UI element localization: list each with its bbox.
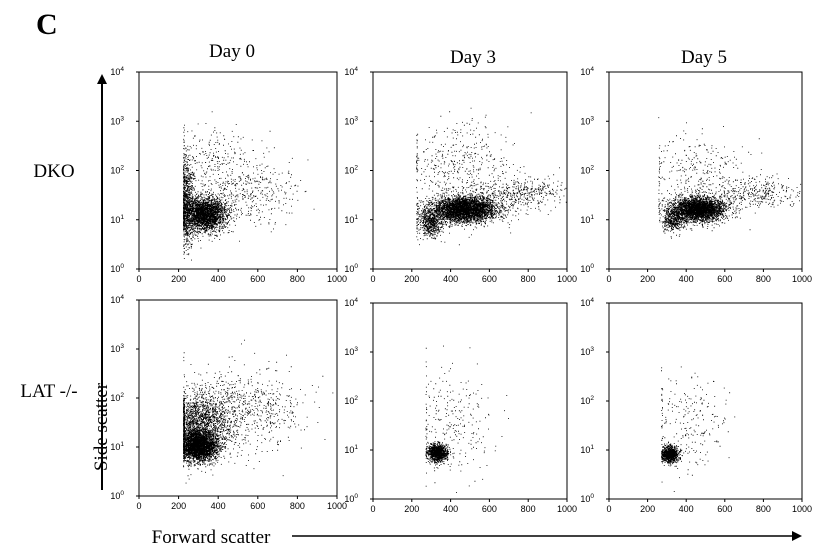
x-tick-label: 200 [171,501,186,511]
scatter-points [425,345,509,493]
column-title-day0: Day 0 [209,41,255,62]
x-tick-label: 1000 [557,274,577,284]
x-tick-label: 400 [211,274,226,284]
x-tick-label: 600 [250,274,265,284]
y-tick-label: 101 [110,214,124,225]
y-tick-label: 102 [110,165,124,176]
x-tick-label: 800 [756,504,771,514]
y-tick-label: 101 [344,444,358,455]
x-tick-label: 1000 [792,504,812,514]
y-tick-label: 103 [580,346,594,357]
y-tick-label: 103 [110,343,124,354]
y-tick-label: 104 [344,66,358,77]
row-label-lat: LAT -/- [20,381,77,402]
y-tick-label: 102 [344,165,358,176]
scatter-points [183,111,315,261]
x-tick-label: 0 [606,274,611,284]
y-tick-label: 102 [344,395,358,406]
column-title-day5: Day 5 [681,47,727,68]
scatter-panel: 0 200 400 600 800 1000 100 101 102 103 104 [344,66,577,284]
y-tick-label: 100 [344,493,358,504]
plot-frame [372,302,568,500]
x-tick-label: 800 [290,274,305,284]
scatter-points [183,339,334,484]
x-tick-label: 0 [606,504,611,514]
scatter-points [416,107,567,246]
plot-frame [138,299,338,497]
y-tick-label: 100 [580,493,594,504]
x-tick-label: 200 [404,274,419,284]
x-tick-label: 200 [640,274,655,284]
x-tick-label: 800 [521,504,536,514]
x-tick-label: 800 [756,274,771,284]
y-tick-label: 103 [344,115,358,126]
x-tick-label: 400 [443,274,458,284]
scatter-points [658,117,802,239]
x-tick-label: 200 [171,274,186,284]
x-tick-label: 1000 [327,501,347,511]
scatter-panel: 0 200 400 600 800 1000 100 101 102 103 104 [110,66,347,284]
y-tick-label: 104 [110,66,124,77]
y-tick-label: 104 [580,66,594,77]
column-title-day3: Day 3 [450,47,496,68]
x-tick-label: 0 [370,504,375,514]
x-axis-title: Forward scatter [152,527,271,548]
x-tick-label: 1000 [557,504,577,514]
y-tick-label: 100 [110,490,124,501]
x-tick-label: 200 [404,504,419,514]
x-tick-label: 400 [443,504,458,514]
scatter-points [661,366,736,492]
y-tick-label: 101 [110,441,124,452]
x-tick-label: 0 [370,274,375,284]
x-tick-label: 600 [717,274,732,284]
scatter-panel: 0 200 400 600 800 1000 100 101 102 103 104 [580,297,812,514]
scatter-panel: 0 200 400 600 800 1000 100 101 102 103 104 [110,294,347,511]
x-tick-label: 400 [679,504,694,514]
y-tick-label: 100 [344,263,358,274]
x-tick-label: 800 [290,501,305,511]
y-tick-label: 104 [344,297,358,308]
x-tick-label: 200 [640,504,655,514]
panel-letter: C [36,8,58,41]
y-tick-label: 103 [580,115,594,126]
y-tick-label: 101 [344,214,358,225]
y-tick-label: 104 [580,297,594,308]
y-tick-label: 103 [110,115,124,126]
x-tick-label: 600 [482,274,497,284]
y-tick-label: 102 [580,395,594,406]
x-tick-label: 400 [211,501,226,511]
scatter-panel: 0 200 400 600 800 1000 100 101 102 103 104 [344,297,577,514]
y-tick-label: 103 [344,346,358,357]
x-tick-label: 600 [717,504,732,514]
y-tick-label: 102 [110,392,124,403]
y-tick-label: 101 [580,214,594,225]
x-tick-label: 0 [136,501,141,511]
y-tick-label: 100 [110,263,124,274]
scatter-panel: 0 200 400 600 800 1000 100 101 102 103 104 [580,66,812,284]
x-tick-label: 800 [521,274,536,284]
plot-frame [138,71,338,270]
plot-frame [608,302,803,500]
x-tick-label: 600 [482,504,497,514]
plot-frame [608,71,803,270]
y-tick-label: 100 [580,263,594,274]
x-tick-label: 1000 [792,274,812,284]
x-tick-label: 0 [136,274,141,284]
x-tick-label: 1000 [327,274,347,284]
y-tick-label: 104 [110,294,124,305]
y-tick-label: 101 [580,444,594,455]
x-tick-label: 600 [250,501,265,511]
y-tick-label: 102 [580,165,594,176]
row-label-dko: DKO [33,161,74,182]
x-tick-label: 400 [679,274,694,284]
y-axis-title: Side scatter [91,382,112,471]
